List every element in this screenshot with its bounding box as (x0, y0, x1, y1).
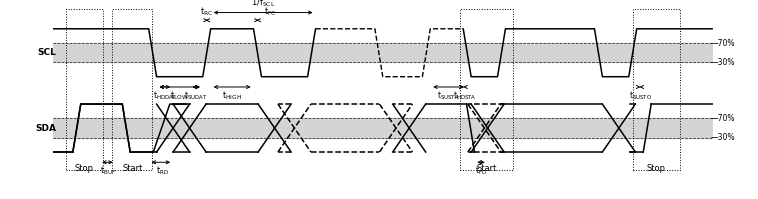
Text: t$_\mathregular{RC}$: t$_\mathregular{RC}$ (200, 5, 213, 18)
Text: t$_\mathregular{HDSTA}$: t$_\mathregular{HDSTA}$ (453, 90, 477, 102)
Text: 1/f$_\mathregular{SCL}$: 1/f$_\mathregular{SCL}$ (251, 0, 275, 9)
Text: SCL: SCL (37, 48, 56, 57)
Bar (53, 43, 713, 62)
Text: t$_\mathregular{HIGH}$: t$_\mathregular{HIGH}$ (222, 90, 242, 102)
Text: —30%: —30% (710, 133, 735, 142)
Text: —70%: —70% (710, 114, 735, 123)
Text: Stop: Stop (75, 164, 94, 173)
Text: Stop: Stop (647, 164, 666, 173)
Text: t$_\mathregular{FC}$: t$_\mathregular{FC}$ (265, 5, 277, 18)
Text: t$_\mathregular{FD}$: t$_\mathregular{FD}$ (475, 165, 487, 177)
Text: t$_\mathregular{SUSTO}$: t$_\mathregular{SUSTO}$ (628, 90, 651, 102)
Text: Start: Start (122, 164, 143, 173)
Text: Start: Start (476, 164, 496, 173)
Text: —30%: —30% (710, 58, 735, 67)
Text: t$_\mathregular{HDDAT}$: t$_\mathregular{HDDAT}$ (152, 90, 177, 102)
Text: t$_\mathregular{SUDAT}$: t$_\mathregular{SUDAT}$ (184, 90, 208, 102)
Text: t$_\mathregular{BUF}$: t$_\mathregular{BUF}$ (99, 165, 115, 177)
Text: t$_\mathregular{LOW}$: t$_\mathregular{LOW}$ (171, 90, 189, 102)
Text: SDA: SDA (36, 124, 56, 133)
Text: t$_\mathregular{SUSTA}$: t$_\mathregular{SUSTA}$ (437, 90, 460, 102)
Text: —70%: —70% (710, 39, 735, 48)
Text: t$_\mathregular{RD}$: t$_\mathregular{RD}$ (156, 165, 169, 177)
Bar (53, 118, 713, 138)
